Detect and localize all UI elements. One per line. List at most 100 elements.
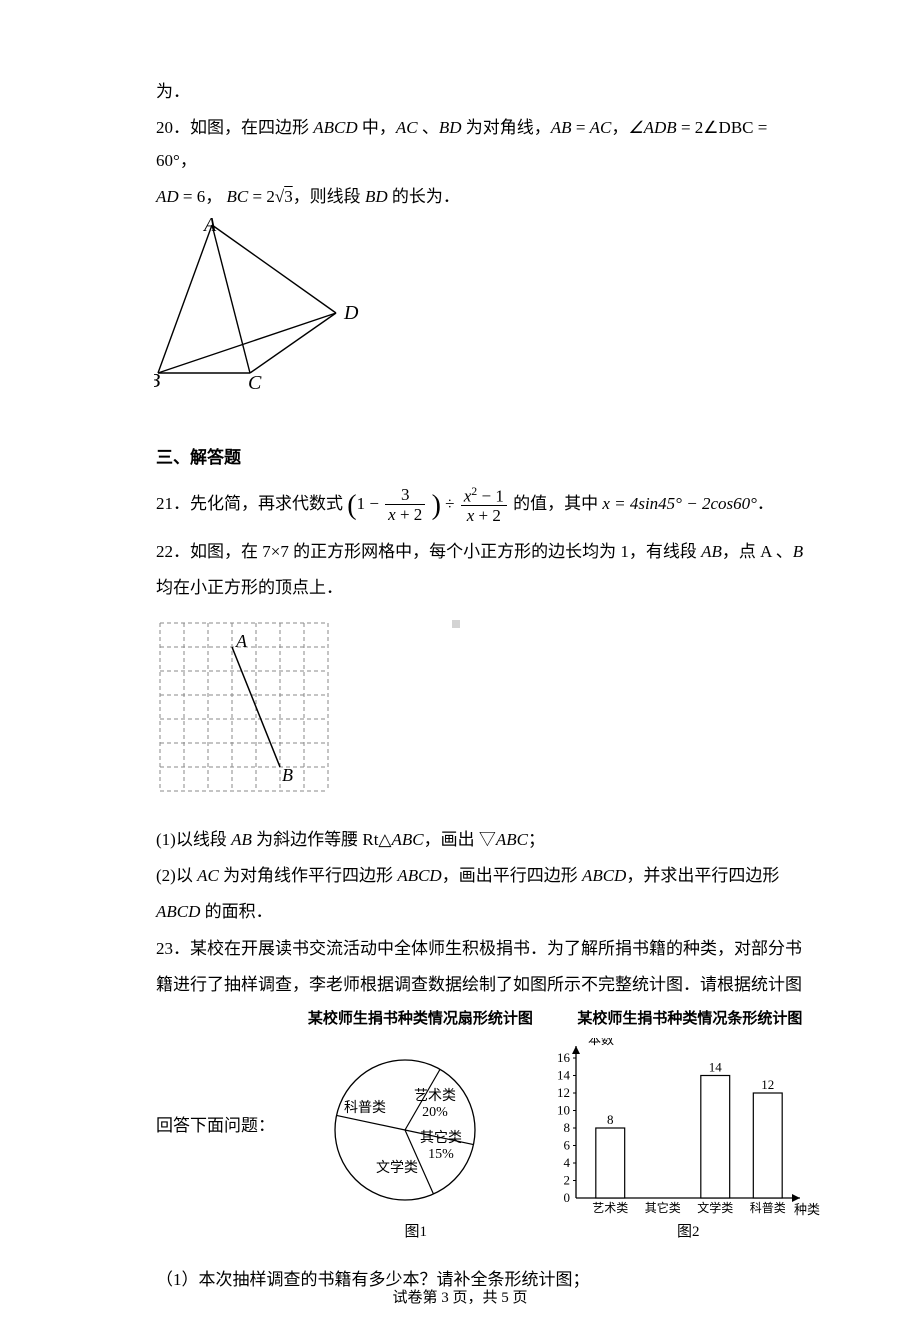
section-3-heading: 三、解答题 — [156, 442, 810, 474]
rparen: ) — [432, 490, 441, 521]
fig1-caption: 图1 — [285, 1218, 547, 1247]
q20-sep1: 、 — [418, 118, 439, 137]
svg-text:4: 4 — [564, 1155, 571, 1170]
q22-sub2a: (2)以 AC 为对角线作平行四边形 ABCD，画出平行四边形 ABCD，并求出… — [156, 860, 810, 892]
q22-2d: ABCD — [397, 866, 441, 885]
frac2: x2 − 1 x + 2 — [461, 486, 507, 525]
frac1-den: x + 2 — [385, 505, 425, 523]
q21-x: x = 4sin45° − 2cos60° — [602, 494, 757, 513]
watermark-dot — [452, 620, 460, 628]
q23-line1: 23．某校在开展读书交流活动中全体师生积极捐书．为了解所捐书籍的种类，对部分书 — [156, 933, 810, 965]
q20-bcv2: 3 — [284, 187, 293, 206]
f1da: x — [388, 505, 396, 524]
svg-text:文学类: 文学类 — [697, 1200, 733, 1215]
svg-text:8: 8 — [607, 1112, 614, 1127]
q21: 21．先化简，再求代数式 (1 − 3 x + 2 ) ÷ x2 − 1 x +… — [156, 479, 810, 532]
q23-charts: 某校师生捐书种类情况扇形统计图 某校师生捐书种类情况条形统计图 艺术类20%其它… — [285, 1005, 830, 1246]
q23-line2: 籍进行了抽样调查，李老师根据调查数据绘制了如图所示不完整统计图．请根据统计图 — [156, 969, 810, 1001]
q22-1c: 为斜边作等腰 Rt△ — [252, 830, 392, 849]
q22-2f: ABCD — [582, 866, 626, 885]
svg-text:B: B — [282, 765, 293, 785]
svg-text:科普类: 科普类 — [750, 1201, 786, 1215]
q20-eq2v: 60° — [156, 151, 180, 170]
q21-end: ． — [757, 494, 774, 513]
q20-eq1l: AB — [551, 118, 572, 137]
svg-text:12: 12 — [557, 1085, 570, 1100]
q22-1d: ABC — [392, 830, 424, 849]
page: 为． 20．如图，在四边形 ABCD 中，AC 、BD 为对角线，AB = AC… — [0, 0, 920, 1341]
q20-eq2l: ∠ADB — [628, 118, 676, 137]
f2nb: − 1 — [477, 486, 504, 505]
pie-chart: 艺术类20%其它类15%文学类科普类 — [285, 1038, 540, 1218]
q22-line2: 均在小正方形的顶点上． — [156, 572, 810, 604]
svg-text:20%: 20% — [422, 1105, 448, 1120]
q23-charts-row: 回答下面问题： 某校师生捐书种类情况扇形统计图 某校师生捐书种类情况条形统计图 … — [156, 1005, 810, 1246]
q20-bcv1: 2 — [266, 187, 275, 206]
bar-title: 某校师生捐书种类情况条形统计图 — [550, 1005, 830, 1034]
q22-2c: 为对角线作平行四边形 — [219, 866, 398, 885]
svg-text:A: A — [202, 217, 217, 236]
f2db: + 2 — [474, 506, 501, 525]
svg-text:科普类: 科普类 — [344, 1100, 386, 1116]
svg-text:14: 14 — [709, 1059, 723, 1074]
q22-1f: ABC — [496, 830, 528, 849]
f1db: + 2 — [396, 505, 423, 524]
quad-svg: ABCD — [154, 217, 374, 403]
q20-bd2: BD — [365, 187, 388, 206]
svg-text:其它类: 其它类 — [645, 1200, 681, 1215]
q22-1a: (1)以线段 — [156, 830, 231, 849]
svg-text:0: 0 — [564, 1190, 571, 1205]
svg-text:15%: 15% — [428, 1147, 454, 1162]
bar-chart: 0 2 4 6 8 10 12 14 16 本数种类 8 艺术类 其它类 14 文学类 12 科普类 — [540, 1038, 830, 1218]
q22-2i: 的面积． — [200, 902, 272, 921]
q22-sub1: (1)以线段 AB 为斜边作等腰 Rt△ABC，画出 ▽ABC； — [156, 824, 810, 856]
q22-1e: ，画出 ▽ — [424, 830, 496, 849]
q22-2a: (2)以 — [156, 866, 197, 885]
q22-2h: ABCD — [156, 902, 200, 921]
svg-text:艺术类: 艺术类 — [592, 1201, 628, 1215]
svg-text:D: D — [343, 302, 359, 324]
frac2-num: x2 − 1 — [461, 486, 507, 507]
q20-t4: ，则线段 — [293, 187, 365, 206]
q20-eq1r: AC — [590, 118, 612, 137]
prev-tail: 为． — [156, 76, 810, 108]
pie-title: 某校师生捐书种类情况扇形统计图 — [291, 1005, 550, 1034]
lparen: ( — [347, 490, 356, 521]
chart-captions: 图1 图2 — [285, 1218, 830, 1247]
q20-ac: AC — [396, 118, 418, 137]
q22-2b: AC — [197, 866, 219, 885]
frac1: 3 x + 2 — [385, 486, 425, 523]
q22-1b: AB — [231, 830, 252, 849]
q21-mid: 的值，其中 — [513, 494, 602, 513]
page-footer: 试卷第 3 页，共 5 页 — [0, 1284, 920, 1313]
q22-line1: 22．如图，在 7×7 的正方形网格中，每个小正方形的边长均为 1，有线段 AB… — [156, 536, 810, 568]
svg-text:12: 12 — [761, 1077, 774, 1092]
frac1-num: 3 — [385, 486, 425, 505]
q20-adv: 6 — [197, 187, 206, 206]
svg-text:10: 10 — [557, 1102, 570, 1117]
svg-text:本数: 本数 — [588, 1038, 614, 1047]
q22-t2: ，点 A 、 — [722, 542, 793, 561]
q20-abcd: ABCD — [313, 118, 357, 137]
svg-text:种类: 种类 — [794, 1202, 820, 1217]
svg-text:A: A — [235, 631, 248, 651]
svg-text:14: 14 — [557, 1067, 571, 1082]
chart-titles: 某校师生捐书种类情况扇形统计图 某校师生捐书种类情况条形统计图 — [285, 1005, 830, 1034]
q22-sub2b: ABCD 的面积． — [156, 896, 810, 928]
q22-2g: ，并求出平行四边形 — [626, 866, 779, 885]
q21-t1: 21．先化简，再求代数式 — [156, 494, 343, 513]
q20-line2: AD = 6， BC = 2√3，则线段 BD 的长为． — [156, 181, 810, 213]
svg-text:6: 6 — [564, 1137, 571, 1152]
q20-eq2r: 2∠DBC — [695, 118, 754, 137]
svg-text:其它类: 其它类 — [420, 1129, 462, 1146]
svg-text:8: 8 — [564, 1120, 571, 1135]
grid-svg: AB — [154, 617, 344, 807]
svg-text:16: 16 — [557, 1050, 571, 1065]
svg-text:2: 2 — [564, 1172, 571, 1187]
svg-text:艺术类: 艺术类 — [414, 1088, 456, 1104]
q20-t3: 为对角线， — [462, 118, 551, 137]
q22-B: B — [793, 542, 803, 561]
q20-t5: 的长为． — [388, 187, 460, 206]
q20-ad: AD — [156, 187, 179, 206]
q20-bd: BD — [439, 118, 462, 137]
